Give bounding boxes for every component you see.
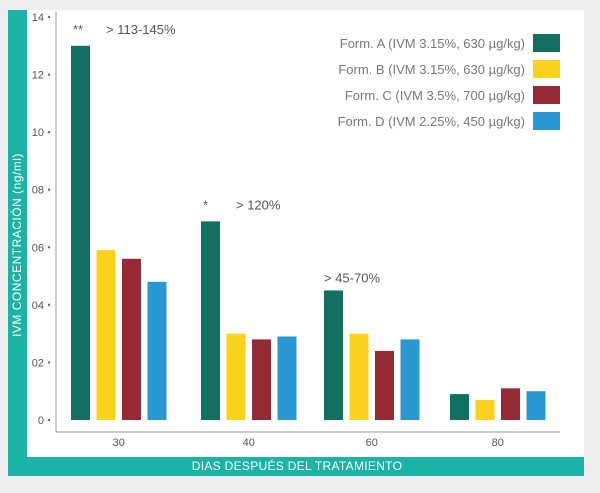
y-tick-label: 10 [32, 127, 44, 139]
x-axis-label-bar [8, 457, 584, 476]
bar [475, 399, 495, 420]
legend-label: Form. A (IVM 3.15%, 630 µg/kg) [340, 36, 525, 51]
annotation-label: > 120% [236, 197, 281, 212]
y-tick-mark [47, 73, 51, 76]
bar [96, 250, 116, 420]
bar [122, 258, 141, 420]
y-tick-label: 08 [32, 185, 44, 197]
significance-star: * [203, 197, 208, 212]
bar [501, 388, 520, 420]
x-tick-label: 40 [243, 437, 255, 449]
plot-area [27, 10, 584, 457]
annotation-label: > 113-145% [106, 22, 176, 37]
x-axis-label: DIAS DESPUÉS DEL TRATAMIENTO [191, 459, 403, 473]
bar [277, 336, 297, 420]
legend-label: Form. C (IVM 3.5%, 700 µg/kg) [345, 88, 525, 103]
y-tick-mark [47, 15, 51, 19]
bar [349, 333, 369, 420]
bar [400, 339, 420, 420]
y-tick-label: 06 [32, 242, 44, 254]
y-tick-label: 12 [32, 70, 44, 82]
bar [71, 45, 90, 421]
y-tick-label: 04 [32, 300, 44, 312]
y-tick-mark [47, 130, 51, 134]
y-axis-label-bar [8, 10, 27, 470]
x-tick-label: 30 [113, 437, 125, 449]
y-tick-mark [47, 418, 51, 422]
bar [147, 281, 167, 420]
y-tick-mark [47, 361, 51, 364]
y-tick-mark [47, 188, 51, 191]
y-tick-label: 0 [38, 415, 44, 427]
legend-label: Form. D (IVM 2.25%, 450 µg/kg) [338, 114, 525, 129]
x-tick-label: 60 [366, 437, 378, 449]
bar [375, 350, 394, 420]
bar [526, 391, 546, 420]
significance-star: ** [73, 22, 83, 37]
bar [252, 339, 271, 420]
legend-label: Form. B (IVM 3.15%, 630 µg/kg) [338, 62, 525, 77]
y-tick-label: 14 [32, 12, 44, 24]
bar [324, 290, 343, 420]
y-tick-mark [47, 303, 51, 307]
legend-swatch [533, 86, 560, 104]
bar [226, 333, 246, 420]
y-tick-label: 02 [32, 357, 44, 369]
x-tick-label: 80 [492, 437, 504, 449]
legend-swatch [533, 112, 560, 130]
bar [201, 221, 220, 420]
legend-swatch [533, 60, 560, 78]
annotation-label: > 45-70% [324, 270, 380, 285]
bar [450, 394, 469, 420]
y-tick-mark [47, 246, 51, 249]
legend-swatch [533, 34, 560, 52]
